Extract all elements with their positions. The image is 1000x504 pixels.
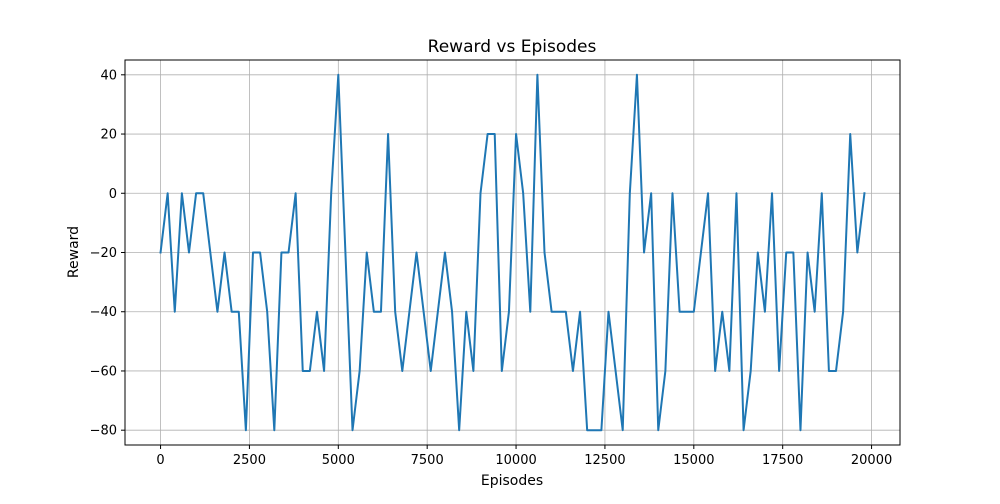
y-tick-label: −80 [90,424,117,439]
ticks: 0 2500 5000 7500 10000 12500 15000 17500 20000 −8… [90,68,893,468]
x-tick-label: 5000 [322,453,355,468]
y-tick-label: −60 [90,364,117,379]
x-tick-label: 17500 [762,453,803,468]
x-tick-label: 12500 [584,453,625,468]
x-tick-label: 7500 [411,453,444,468]
x-tick-label: 2500 [233,453,266,468]
x-axis-label: Episodes [481,473,543,489]
x-tick-label: 20000 [851,453,892,468]
x-tick-label: 10000 [495,453,536,468]
grid [125,60,900,445]
y-tick-label: −20 [90,246,117,261]
chart-title: Reward vs Episodes [428,37,597,57]
reward-series-line [159,73,866,432]
y-tick-label: 40 [100,68,117,83]
x-tick-label: 0 [156,453,164,468]
y-axis-label: Reward [66,226,82,278]
x-tick-label: 15000 [673,453,714,468]
series-layer [159,73,866,432]
y-tick-label: 0 [109,187,117,202]
y-tick-label: −40 [90,305,117,320]
y-tick-label: 20 [100,128,117,143]
